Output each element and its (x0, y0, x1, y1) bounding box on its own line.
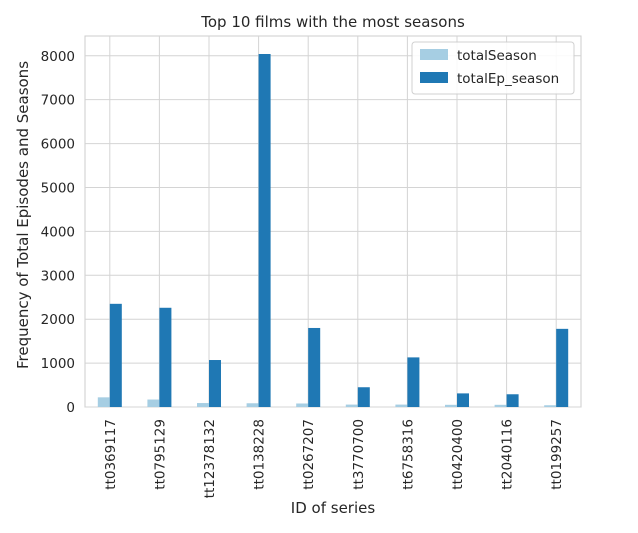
x-tick-label: tt12378132 (202, 419, 218, 498)
legend-swatch-totalep-season (420, 72, 448, 83)
bar-totalseason-tt12378132 (197, 403, 209, 407)
x-tick-labels: tt0369117 tt0795129 tt12378132 tt0138228 tt0… (103, 419, 565, 498)
y-tick-label: 0 (66, 400, 75, 416)
bar-totalseason-tt6758316 (395, 404, 408, 407)
legend-label-totalep-season: totalEp_season (457, 71, 559, 87)
bar-totalseason-tt0199257 (544, 405, 557, 407)
x-tick-label: tt0267207 (301, 419, 317, 490)
bar-totalseason-tt0420400 (445, 404, 457, 407)
bar-totalseason-tt3770700 (345, 404, 358, 407)
x-tick-label: tt3770700 (351, 419, 367, 490)
bar-totalep-season-tt2040116 (506, 394, 519, 407)
bar-totalep-season-tt12378132 (209, 360, 221, 407)
legend-box (411, 41, 575, 95)
y-tick-label: 2000 (41, 312, 75, 328)
bar-totalep-season-tt0138228 (258, 54, 271, 407)
bar-totalep-season-tt0420400 (457, 393, 469, 407)
bar-totalep-season-tt3770700 (357, 387, 370, 407)
x-tick-label: tt2040116 (500, 419, 516, 490)
y-tick-label: 8000 (41, 49, 75, 65)
x-tick-label: tt6758316 (400, 419, 416, 490)
bar-totalep-season-tt6758316 (407, 357, 420, 407)
legend-label-totalseason: totalSeason (457, 48, 537, 64)
bar-totalep-season-tt0795129 (159, 307, 172, 407)
y-tick-label: 3000 (41, 268, 75, 284)
y-axis-label: Frequency of Total Episodes and Seasons (14, 61, 32, 369)
y-tick-label: 4000 (41, 224, 75, 240)
bar-totalseason-tt0138228 (246, 403, 259, 407)
bar-totalep-season-tt0369117 (109, 303, 122, 407)
bar-totalseason-tt0369117 (97, 397, 110, 407)
y-tick-label: 5000 (41, 180, 75, 196)
chart-title: Top 10 films with the most seasons (200, 13, 465, 31)
x-tick-label: tt0369117 (103, 419, 119, 490)
x-axis-label: ID of series (291, 499, 376, 517)
y-tick-label: 6000 (41, 137, 75, 153)
x-tick-label: tt0138228 (252, 419, 268, 490)
bar-totalseason-tt2040116 (494, 404, 507, 407)
bars-layer (97, 54, 569, 407)
bar-totalseason-tt0267207 (296, 403, 309, 407)
y-tick-label: 1000 (41, 356, 75, 372)
legend-swatch-totalseason (420, 49, 448, 60)
y-tick-label: 7000 (41, 93, 75, 109)
bar-totalep-season-tt0267207 (308, 327, 321, 407)
x-tick-label: tt0420400 (450, 419, 466, 490)
x-tick-label: tt0199257 (549, 419, 565, 490)
legend: totalSeason totalEp_season (411, 41, 575, 95)
bar-totalseason-tt0795129 (147, 399, 160, 407)
x-tick-label: tt0795129 (152, 419, 168, 490)
bar-totalep-season-tt0199257 (556, 328, 569, 407)
y-tick-labels: 0 1000 2000 3000 4000 5000 6000 7000 8000 (41, 49, 75, 416)
